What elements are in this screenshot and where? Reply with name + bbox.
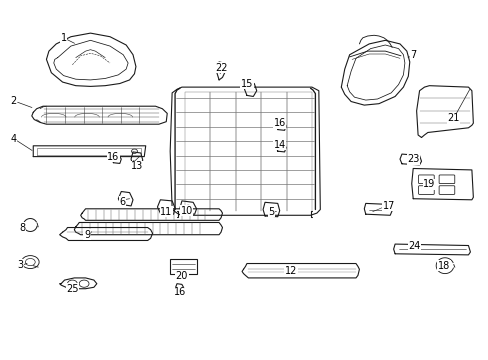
Text: 3: 3 (18, 260, 23, 270)
Text: 4: 4 (11, 134, 17, 144)
Text: 8: 8 (19, 222, 25, 233)
Text: 16: 16 (107, 152, 120, 162)
Text: 10: 10 (180, 206, 193, 216)
Text: 25: 25 (66, 284, 79, 294)
Text: 19: 19 (422, 179, 435, 189)
Text: 23: 23 (406, 154, 419, 164)
Text: 17: 17 (382, 201, 394, 211)
Text: 1: 1 (61, 33, 66, 43)
Text: 13: 13 (130, 161, 143, 171)
Bar (170, 259, 197, 274)
Text: 16: 16 (173, 287, 186, 297)
Text: 20: 20 (175, 271, 188, 282)
Text: 6: 6 (119, 197, 125, 207)
Text: 22: 22 (214, 63, 227, 73)
Text: 24: 24 (407, 240, 420, 251)
Text: 7: 7 (409, 50, 415, 60)
Text: 9: 9 (84, 230, 90, 240)
Text: 15: 15 (240, 78, 253, 89)
Text: 14: 14 (273, 140, 285, 150)
Text: 18: 18 (437, 261, 449, 271)
Text: 11: 11 (160, 207, 172, 217)
Text: 21: 21 (447, 113, 459, 123)
Text: 16: 16 (273, 118, 285, 128)
Text: 5: 5 (268, 207, 274, 217)
Text: 2: 2 (11, 96, 17, 106)
Text: 12: 12 (284, 266, 297, 276)
